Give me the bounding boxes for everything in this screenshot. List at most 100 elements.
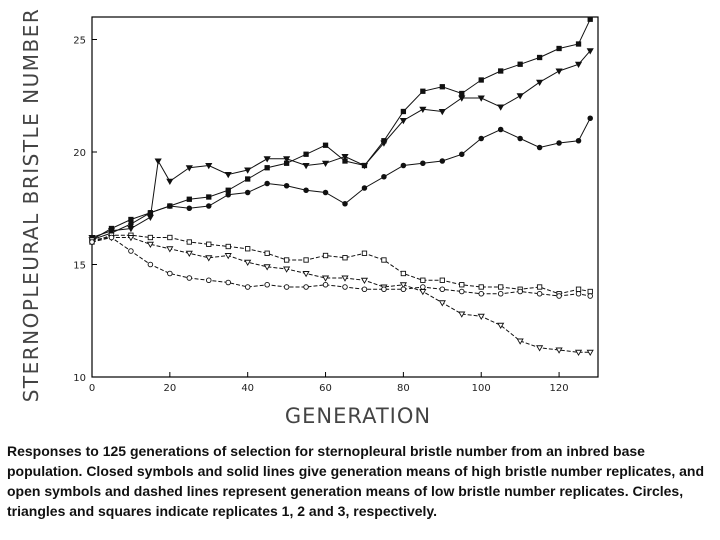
data-point xyxy=(244,259,252,266)
data-point xyxy=(147,234,154,241)
data-point xyxy=(128,248,134,254)
data-point xyxy=(420,277,426,283)
data-point xyxy=(185,250,193,257)
data-point xyxy=(517,288,523,295)
series-2 xyxy=(88,48,594,242)
x-tick-label: 0 xyxy=(89,383,95,394)
data-point xyxy=(167,203,173,209)
figure-caption: Responses to 125 generations of selectio… xyxy=(7,443,705,519)
data-point xyxy=(303,151,309,157)
data-point xyxy=(264,250,270,256)
data-point xyxy=(166,246,174,253)
data-point xyxy=(166,178,174,185)
data-point xyxy=(167,270,173,277)
data-point xyxy=(108,234,115,241)
data-point xyxy=(360,277,369,284)
data-point xyxy=(478,291,484,297)
data-point xyxy=(556,45,562,52)
data-point xyxy=(587,115,593,121)
data-point xyxy=(399,282,407,289)
data-point xyxy=(459,151,465,157)
data-point xyxy=(263,156,271,163)
data-point xyxy=(154,158,162,165)
data-point xyxy=(224,172,232,179)
data-point xyxy=(186,196,192,202)
data-point xyxy=(498,284,504,290)
data-point xyxy=(302,271,310,278)
data-point xyxy=(459,282,465,288)
data-point xyxy=(322,252,329,259)
y-tick-label: 10 xyxy=(73,373,86,384)
data-point xyxy=(575,41,582,47)
data-point xyxy=(536,79,544,86)
data-point xyxy=(381,173,387,180)
data-point xyxy=(458,95,466,102)
data-point xyxy=(206,241,212,247)
data-point xyxy=(438,109,446,116)
data-point xyxy=(263,264,271,271)
data-point xyxy=(497,104,505,111)
data-point xyxy=(516,338,524,345)
data-point xyxy=(225,191,231,198)
data-point xyxy=(556,293,562,299)
data-point xyxy=(517,61,523,67)
data-point xyxy=(264,282,270,288)
data-point xyxy=(264,165,270,171)
data-point xyxy=(321,160,330,167)
series-6 xyxy=(89,234,593,299)
series-5 xyxy=(88,235,594,356)
data-point xyxy=(128,221,134,227)
data-point xyxy=(341,275,349,282)
data-point xyxy=(206,277,212,284)
data-point xyxy=(380,140,388,147)
data-point xyxy=(205,163,213,170)
data-point xyxy=(146,241,154,248)
data-point xyxy=(322,282,329,288)
data-point xyxy=(128,216,134,223)
data-point xyxy=(147,261,154,268)
data-point xyxy=(342,200,348,207)
data-point xyxy=(146,214,154,221)
data-point xyxy=(400,270,407,277)
data-point xyxy=(381,286,387,293)
data-point xyxy=(536,54,543,61)
data-point xyxy=(438,300,446,307)
data-point xyxy=(477,95,485,102)
data-point xyxy=(439,84,445,90)
x-tick-label: 60 xyxy=(319,383,332,394)
data-point xyxy=(517,135,523,142)
data-point xyxy=(283,182,290,189)
data-point xyxy=(587,288,593,295)
data-point xyxy=(225,279,231,286)
data-point xyxy=(419,106,427,113)
data-point xyxy=(556,140,562,146)
data-point xyxy=(420,284,426,290)
data-point xyxy=(283,257,290,263)
data-point xyxy=(575,286,582,292)
data-point xyxy=(225,187,231,193)
data-point xyxy=(322,189,329,196)
data-point xyxy=(205,255,213,262)
data-point xyxy=(303,187,309,193)
data-point xyxy=(206,194,212,200)
data-point xyxy=(536,291,543,297)
y-axis-title: STERNOPLEURAL BRISTLE NUMBER xyxy=(19,8,43,403)
data-point xyxy=(167,234,173,241)
data-point xyxy=(420,88,426,94)
data-point xyxy=(341,154,349,161)
data-point xyxy=(400,162,407,169)
series-line xyxy=(91,234,591,295)
data-point xyxy=(244,167,252,174)
data-point xyxy=(127,235,135,242)
x-tick-label: 40 xyxy=(241,383,254,394)
data-point xyxy=(459,288,465,295)
series-line xyxy=(91,50,591,238)
data-point xyxy=(245,246,251,252)
data-point xyxy=(342,284,348,290)
data-point xyxy=(555,347,563,354)
data-point xyxy=(587,16,593,22)
series-1 xyxy=(89,16,593,243)
data-point xyxy=(439,158,446,164)
data-point xyxy=(342,255,348,261)
data-point xyxy=(478,77,484,83)
